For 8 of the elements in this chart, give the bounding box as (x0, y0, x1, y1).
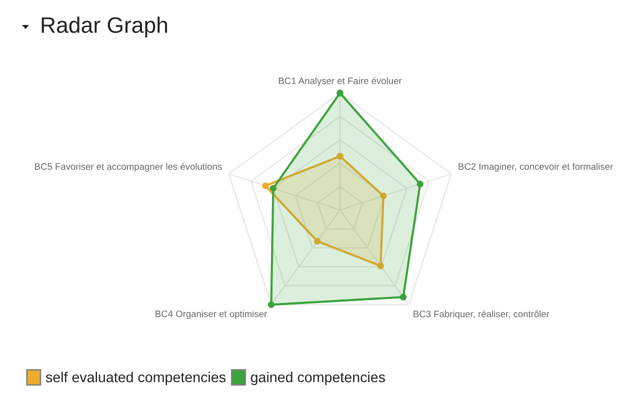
legend-label: gained competencies (250, 372, 385, 386)
chart-title: Radar Graph (42, 16, 168, 38)
spoke-label: BC2 Imaginer, concevoir et formaliser (458, 163, 613, 172)
spoke-label: BC1 Analyser et Faire évoluer (278, 77, 402, 86)
spoke-label: BC3 Fabriquer, réaliser, contrôler (414, 310, 550, 320)
spoke-label: BC5 Favoriser et accompagner les évolutions (35, 162, 222, 172)
spoke-label: BC4 Organiser et optimiser (156, 310, 267, 320)
legend-label: self evaluated competencies (46, 372, 226, 386)
